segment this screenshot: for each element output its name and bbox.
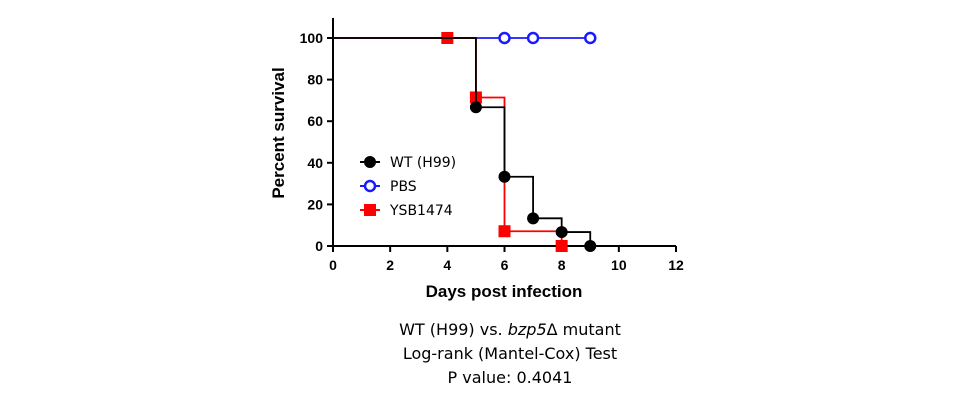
x-tick-label: 10 xyxy=(611,257,627,273)
y-tick-label: 80 xyxy=(307,72,323,88)
series-layer xyxy=(333,31,597,252)
legend-marker xyxy=(364,204,376,216)
data-point-ysb1474 xyxy=(498,225,511,238)
legend-item-wt-h99: WT (H99) xyxy=(360,155,456,171)
caption-line-1: WT (H99) vs. bzp5Δ mutant xyxy=(330,318,690,342)
x-tick-label: 4 xyxy=(443,257,451,273)
data-point-pbs xyxy=(584,31,597,45)
y-tick-label: 60 xyxy=(307,113,323,129)
data-point-pbs xyxy=(498,31,511,45)
legend-label: YSB1474 xyxy=(389,203,453,219)
data-point-wt-h99 xyxy=(498,170,511,183)
x-tick-label: 12 xyxy=(668,257,684,273)
data-point-wt-h99 xyxy=(584,240,597,252)
axes: 0 2 4 6 8 10 12 0 20 40 60 80 100 xyxy=(300,18,684,273)
caption-line-3: P value: 0.4041 xyxy=(447,368,573,387)
legend: WT (H99) PBS YSB1474 xyxy=(360,155,456,219)
legend-label: PBS xyxy=(390,179,417,195)
x-tick-label: 6 xyxy=(501,257,509,273)
caption-line-2: Log-rank (Mantel-Cox) Test xyxy=(402,344,618,363)
data-point-pbs xyxy=(526,31,540,45)
legend-marker xyxy=(364,156,376,168)
data-point-wt-h99 xyxy=(527,212,540,225)
series-wt-h99 xyxy=(333,37,597,252)
y-tick-label: 40 xyxy=(307,155,323,171)
caption-gene-name: bzp5 xyxy=(507,320,547,339)
y-tick-label: 20 xyxy=(307,196,323,212)
caption-line-1-prefix: WT (H99) vs. xyxy=(399,320,508,339)
x-axis-title: Days post infection xyxy=(426,282,583,301)
series-line-wt-h99 xyxy=(333,37,592,246)
data-point-ysb1474 xyxy=(555,240,568,252)
legend-item-ysb1474: YSB1474 xyxy=(360,203,453,219)
caption: WT (H99) vs. bzp5Δ mutant Log-rank (Mant… xyxy=(330,318,690,390)
legend-marker xyxy=(363,179,377,193)
x-tick-label: 8 xyxy=(558,257,566,273)
legend-item-pbs: PBS xyxy=(360,179,417,195)
y-tick-label: 100 xyxy=(300,30,324,46)
y-tick-label: 0 xyxy=(315,238,323,254)
y-axis-title: Percent survival xyxy=(269,67,288,198)
x-tick-label: 2 xyxy=(386,257,394,273)
data-point-wt-h99 xyxy=(555,226,568,239)
legend-label: WT (H99) xyxy=(390,155,456,171)
x-tick-label: 0 xyxy=(329,257,337,273)
caption-line-1-suffix: Δ mutant xyxy=(546,320,621,339)
data-point-wt-h99 xyxy=(469,101,482,114)
